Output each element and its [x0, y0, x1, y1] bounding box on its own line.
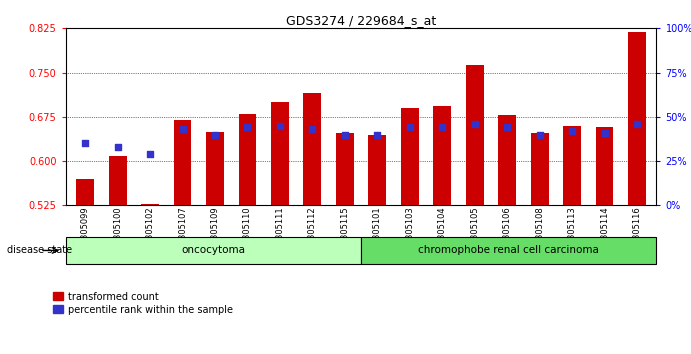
Point: [404, 125, 415, 130]
Bar: [141, 204, 159, 205]
Point: [242, 125, 253, 130]
FancyBboxPatch shape: [66, 237, 361, 264]
Bar: [206, 132, 224, 205]
Point: [469, 121, 480, 127]
Point: [339, 132, 350, 137]
Bar: [238, 114, 256, 205]
Bar: [466, 65, 484, 205]
Point: [372, 132, 383, 137]
Bar: [433, 106, 451, 205]
Bar: [271, 102, 289, 205]
Point: [112, 144, 123, 150]
Bar: [563, 126, 581, 205]
Bar: [596, 127, 614, 205]
Bar: [173, 120, 191, 205]
Point: [209, 132, 220, 137]
Bar: [303, 93, 321, 205]
Text: oncocytoma: oncocytoma: [181, 245, 245, 256]
Point: [534, 132, 545, 137]
Bar: [108, 156, 126, 205]
Point: [599, 130, 610, 136]
Point: [502, 125, 513, 130]
Bar: [628, 33, 646, 205]
Point: [144, 151, 155, 157]
Point: [632, 121, 643, 127]
Point: [177, 126, 188, 132]
Point: [307, 126, 318, 132]
Text: disease state: disease state: [7, 245, 72, 256]
Legend: transformed count, percentile rank within the sample: transformed count, percentile rank withi…: [53, 292, 233, 314]
Point: [79, 141, 91, 146]
FancyBboxPatch shape: [361, 237, 656, 264]
Bar: [76, 179, 94, 205]
Point: [274, 123, 285, 129]
Point: [567, 128, 578, 134]
Title: GDS3274 / 229684_s_at: GDS3274 / 229684_s_at: [286, 14, 436, 27]
Bar: [531, 133, 549, 205]
Bar: [498, 115, 516, 205]
Bar: [401, 108, 419, 205]
Bar: [368, 135, 386, 205]
Bar: [336, 133, 354, 205]
Text: chromophobe renal cell carcinoma: chromophobe renal cell carcinoma: [418, 245, 599, 256]
Point: [437, 125, 448, 130]
